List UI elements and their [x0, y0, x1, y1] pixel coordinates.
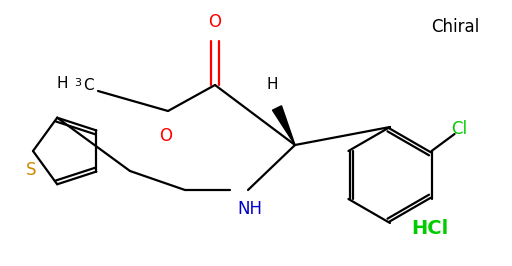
Text: 3: 3 [75, 78, 81, 88]
Text: Chiral: Chiral [431, 18, 479, 36]
Text: O: O [208, 13, 222, 31]
Text: C: C [82, 78, 93, 94]
Text: NH: NH [238, 200, 263, 218]
Polygon shape [272, 106, 295, 145]
Text: O: O [160, 127, 173, 145]
Text: H: H [56, 76, 68, 90]
Text: S: S [26, 161, 36, 179]
Text: Cl: Cl [452, 120, 467, 138]
Text: H: H [266, 77, 278, 92]
Text: HCl: HCl [411, 219, 449, 238]
